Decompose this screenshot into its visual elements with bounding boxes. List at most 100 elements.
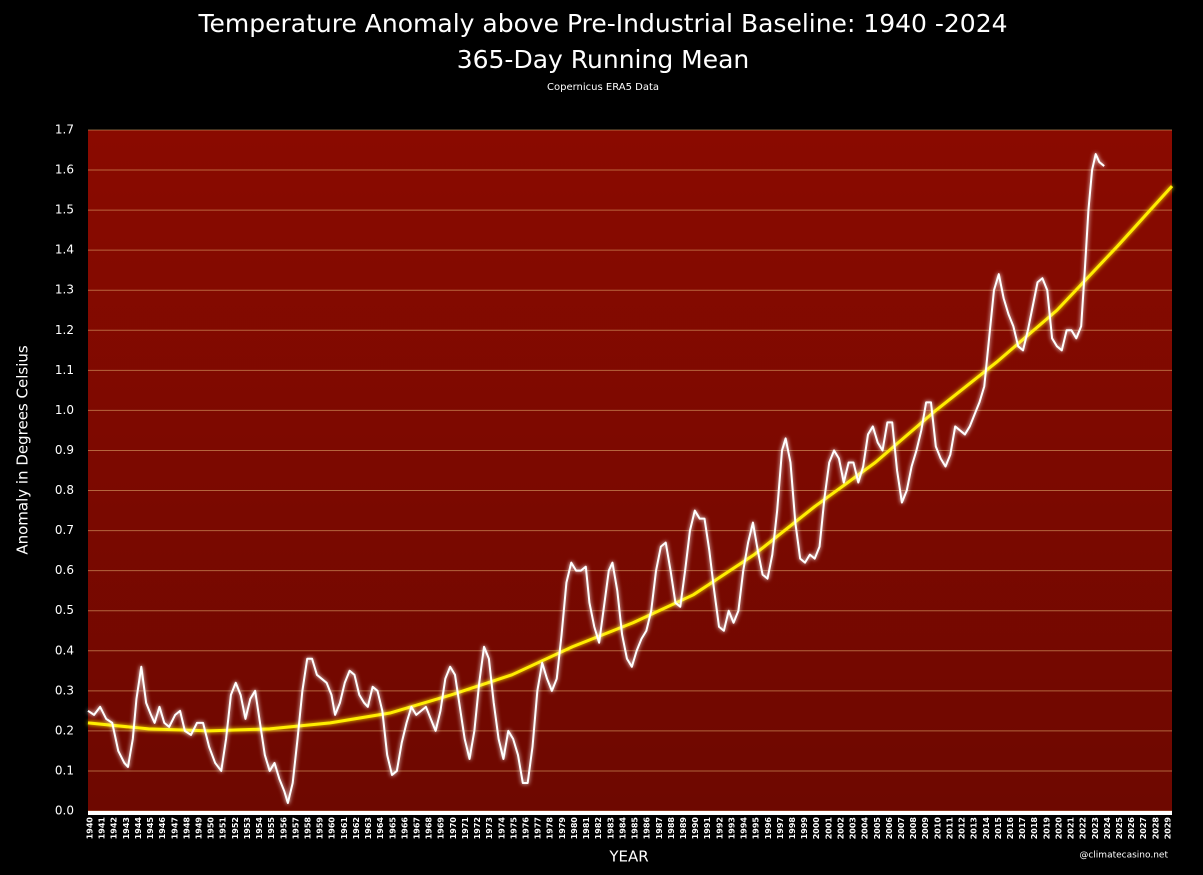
x-tick-label: 1977 [534, 817, 543, 839]
x-tick-label: 1981 [582, 817, 591, 840]
x-tick-label: 2028 [1151, 817, 1160, 840]
x-tick-label: 1968 [425, 817, 434, 840]
x-tick-label: 1954 [255, 817, 264, 840]
axes: 0.0 0.1 0.2 0.3 0.4 0.5 0.6 0.7 0.8 0.9 1.0 1.1 1.2 1… [55, 123, 1173, 840]
y-tick-label: 0.7 [55, 523, 74, 537]
series-line [87, 185, 1174, 733]
y-tick-label: 1.5 [55, 203, 74, 217]
x-tick-label: 2002 [836, 817, 845, 839]
x-tick-label: 1947 [170, 817, 179, 839]
x-tick-label: 1986 [643, 817, 652, 840]
y-tick-label: 0.0 [55, 804, 74, 818]
x-tick-label: 2023 [1091, 817, 1100, 839]
x-tick-label: 2011 [945, 817, 954, 840]
x-tick-label: 1957 [291, 817, 300, 839]
x-tick-label: 2006 [885, 817, 894, 840]
x-axis-strip [88, 811, 1172, 815]
x-tick-label: 1993 [727, 817, 736, 839]
y-tick-label: 1.7 [55, 123, 74, 137]
x-tick-label: 2017 [1018, 817, 1027, 839]
x-tick-label: 1983 [606, 817, 615, 839]
x-tick-label: 1962 [352, 817, 361, 839]
x-tick-label: 1996 [764, 817, 773, 840]
x-tick-label: 1948 [182, 817, 191, 840]
x-tick-label: 2024 [1103, 817, 1112, 840]
y-tick-label: 0.1 [55, 763, 74, 777]
y-tick-label: 0.2 [55, 723, 74, 737]
y-tick-label: 0.9 [55, 443, 74, 457]
x-tick-label: 2029 [1163, 817, 1172, 840]
y-tick-label: 0.5 [55, 603, 74, 617]
x-tick-label: 2010 [933, 817, 942, 840]
x-tick-label: 1965 [388, 817, 397, 840]
series-line [87, 153, 1105, 804]
x-tick-label: 2020 [1054, 817, 1063, 840]
x-tick-label: 1992 [715, 817, 724, 839]
y-tick-label: 1.0 [55, 403, 74, 417]
x-tick-label: 1998 [788, 817, 797, 840]
x-tick-label: 1944 [134, 817, 143, 840]
x-tick-label: 2022 [1079, 817, 1088, 839]
x-tick-label: 1991 [703, 817, 712, 840]
x-tick-label: 1960 [328, 817, 337, 840]
x-tick-label: 2013 [970, 817, 979, 839]
x-tick-label: 1952 [231, 817, 240, 839]
x-tick-label: 1988 [667, 817, 676, 840]
y-tick-label: 0.3 [55, 683, 74, 697]
x-tick-label: 1959 [316, 817, 325, 840]
x-tick-label: 2015 [994, 817, 1003, 840]
x-tick-label: 1984 [618, 817, 627, 840]
chart-subtitle: 365-Day Running Mean [457, 45, 750, 74]
x-tick-label: 1956 [279, 817, 288, 840]
x-tick-label: 2027 [1139, 817, 1148, 839]
x-tick-label: 1980 [570, 817, 579, 840]
x-tick-label: 1953 [243, 817, 252, 839]
x-tick-label: 1945 [146, 817, 155, 840]
y-tick-label: 0.4 [55, 643, 74, 657]
source-note: Copernicus ERA5 Data [547, 82, 659, 93]
x-tick-label: 2018 [1030, 817, 1039, 840]
x-tick-label: 1941 [98, 817, 107, 840]
x-tick-label: 1985 [631, 817, 640, 840]
y-tick-label: 1.2 [55, 323, 74, 337]
x-tick-label: 1990 [691, 817, 700, 840]
x-tick-label: 1975 [509, 817, 518, 840]
x-tick-label: 2004 [861, 817, 870, 840]
x-tick-label: 2003 [849, 817, 858, 839]
x-tick-label: 1964 [376, 817, 385, 840]
x-tick-label: 1943 [122, 817, 131, 839]
credit: @climatecasino.net [1079, 851, 1168, 861]
x-tick-label: 1979 [558, 817, 567, 840]
x-tick-label: 1995 [752, 817, 761, 840]
y-tick-label: 1.1 [55, 363, 74, 377]
y-tick-label: 1.4 [55, 243, 74, 257]
x-tick-label: 2014 [982, 817, 991, 840]
x-tick-label: 2026 [1127, 817, 1136, 840]
x-tick-label: 2009 [921, 817, 930, 840]
plot-area [88, 130, 1172, 811]
y-tick-label: 0.8 [55, 483, 74, 497]
x-tick-label: 2025 [1115, 817, 1124, 840]
x-tick-label: 1987 [655, 817, 664, 839]
x-tick-label: 2005 [873, 817, 882, 840]
x-tick-label: 1971 [461, 817, 470, 840]
x-tick-label: 1942 [110, 817, 119, 839]
x-tick-label: 2019 [1042, 817, 1051, 840]
x-tick-label: 1974 [497, 817, 506, 840]
x-tick-label: 1973 [485, 817, 494, 839]
y-tick-label: 1.3 [55, 283, 74, 297]
x-tick-label: 1999 [800, 817, 809, 840]
x-tick-label: 1963 [364, 817, 373, 839]
x-tick-label: 2000 [812, 817, 821, 840]
x-tick-label: 1966 [400, 817, 409, 840]
y-axis-label: Anomaly in Degrees Celsius [14, 345, 32, 555]
x-tick-label: 1994 [740, 817, 749, 840]
x-tick-label: 1997 [776, 817, 785, 839]
x-tick-label: 2016 [1006, 817, 1015, 840]
x-tick-label: 1969 [437, 817, 446, 840]
x-tick-label: 1961 [340, 817, 349, 840]
x-tick-label: 2001 [824, 817, 833, 840]
x-tick-label: 1970 [449, 817, 458, 840]
